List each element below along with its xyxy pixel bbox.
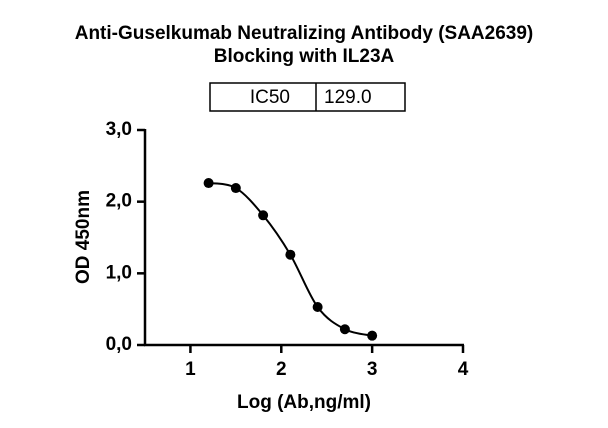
data-point bbox=[367, 330, 378, 341]
chart-title: Blocking with IL23A bbox=[214, 46, 395, 67]
x-tick-label: 3 bbox=[367, 359, 378, 380]
y-tick-label: 0,0 bbox=[106, 334, 132, 355]
data-point bbox=[230, 183, 241, 194]
results-box bbox=[209, 82, 406, 112]
x-tick-label: 1 bbox=[185, 359, 196, 380]
y-axis-label: OD 450nm bbox=[73, 190, 94, 284]
data-point bbox=[339, 324, 350, 335]
data-point bbox=[258, 210, 269, 221]
data-point bbox=[285, 249, 296, 260]
data-point bbox=[312, 302, 323, 313]
y-tick-label: 1,0 bbox=[106, 262, 132, 283]
results-header: IC50 bbox=[250, 87, 290, 108]
results-value: 129.0 bbox=[324, 87, 372, 108]
data-point bbox=[203, 178, 214, 189]
x-axis-label: Log (Ab,ng/ml) bbox=[237, 392, 371, 413]
y-tick-label: 3,0 bbox=[106, 119, 132, 140]
y-tick-label: 2,0 bbox=[106, 191, 132, 212]
chart-title: Anti-Guselkumab Neutralizing Antibody (S… bbox=[75, 23, 534, 44]
x-tick-label: 2 bbox=[276, 359, 287, 380]
x-tick-label: 4 bbox=[458, 359, 469, 380]
